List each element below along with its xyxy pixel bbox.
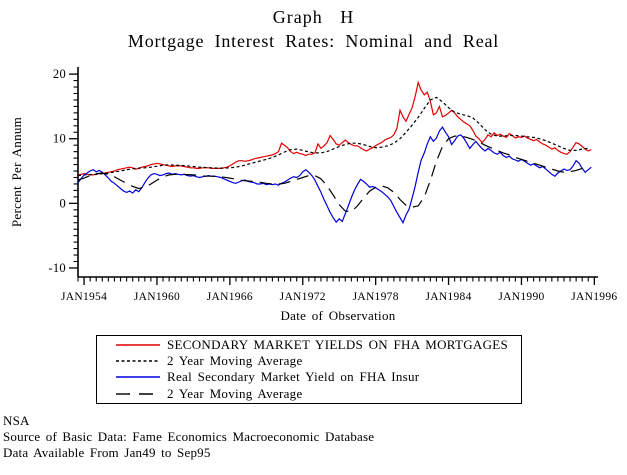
legend-line-sample-real-ma <box>116 392 160 395</box>
y-tick-label: -10 <box>48 261 66 275</box>
x-axis-label: Date of Observation <box>280 308 396 323</box>
legend-label: Real Secondary Market Yield on FHA Insur <box>167 369 420 385</box>
legend-line-sample-real <box>116 376 160 379</box>
x-tick-label: JAN1966 <box>207 291 253 303</box>
legend-line-sample-nominal-ma <box>116 360 160 362</box>
legend-label: 2 Year Moving Average <box>167 385 303 401</box>
legend-item-real: Real Secondary Market Yield on FHA Insur <box>97 369 521 385</box>
y-axis-label: Percent Per Annum <box>9 116 24 228</box>
legend-item-nominal: SECONDARY MARKET YIELDS ON FHA MORTGAGES <box>97 337 521 353</box>
legend-label: 2 Year Moving Average <box>167 353 303 369</box>
footnote-nsa: NSA <box>3 413 30 428</box>
y-tick-label: 0 <box>59 196 66 210</box>
x-tick-label: JAN1954 <box>61 291 107 303</box>
series-line-fha-nominal-2yr-ma <box>77 96 589 177</box>
x-tick-label: JAN1972 <box>280 291 326 303</box>
legend-item-nominal-ma: 2 Year Moving Average <box>97 353 521 369</box>
x-tick-label: JAN1990 <box>498 291 544 303</box>
x-tick-label: JAN1996 <box>571 291 617 303</box>
legend-box: SECONDARY MARKET YIELDS ON FHA MORTGAGES… <box>96 335 522 404</box>
footnote-availability: Data Available From Jan49 to Sep95 <box>3 445 211 461</box>
series-line-fha-real-2yr-ma <box>77 135 589 213</box>
chart-title: Graph H <box>272 7 355 27</box>
x-tick-label: JAN1960 <box>134 291 180 303</box>
series-line-fha-nominal-yield <box>77 80 592 176</box>
y-tick-label: 20 <box>53 67 66 81</box>
footnotes: NSA Source of Basic Data: Fame Economics… <box>3 413 374 462</box>
x-tick-label: JAN1984 <box>425 291 471 303</box>
legend-item-real-ma: 2 Year Moving Average <box>97 386 521 402</box>
chart-plot-area: JAN1954 JAN1960 JAN1966 JAN1972 JAN1978 JAN19… <box>48 67 617 303</box>
legend-label: SECONDARY MARKET YIELDS ON FHA MORTGAGES <box>167 337 509 353</box>
series-line-fha-real-yield <box>77 126 592 225</box>
footnote-source: Source of Basic Data: Fame Economics Mac… <box>3 429 375 445</box>
x-tick-label: JAN1978 <box>353 291 399 303</box>
y-tick-label: 10 <box>53 132 66 146</box>
chart-subtitle: Mortgage Interest Rates: Nominal and Rea… <box>127 31 500 51</box>
legend-line-sample-nominal <box>116 344 160 346</box>
